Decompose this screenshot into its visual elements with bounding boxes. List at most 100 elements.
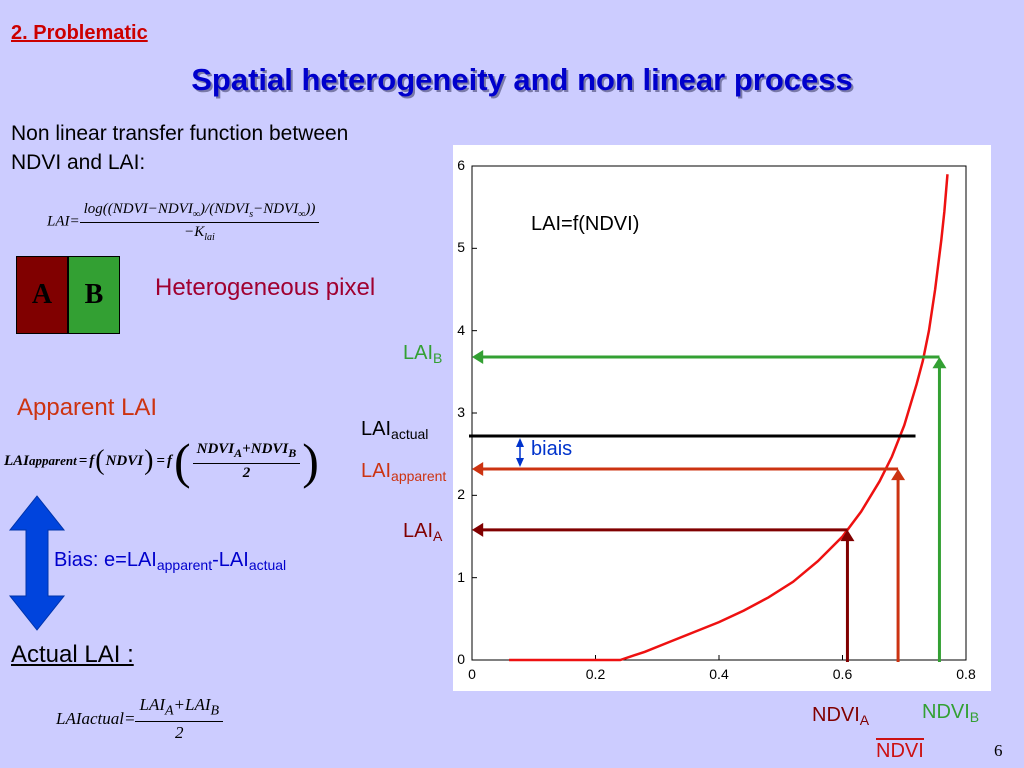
page-number: 6: [994, 741, 1003, 760]
lai-a-up-arrowhead: [840, 529, 855, 542]
x-tick-label: 0.8: [956, 666, 976, 682]
lai-actual-subscript: actual: [391, 426, 429, 442]
equals-1: =: [78, 452, 88, 469]
apparent-lai: LAI: [4, 452, 30, 469]
apparent-lai-title: Apparent LAI: [17, 394, 158, 421]
equals-2: =: [156, 452, 165, 469]
s-sub: s: [249, 209, 254, 220]
x-tick-label: 0: [468, 666, 476, 682]
numerator-part-b: )/(NDVI: [200, 201, 250, 217]
lai-a-text: LAI: [403, 520, 434, 542]
bias-arrow-bottom-head: [516, 457, 524, 467]
chart-area: [453, 145, 991, 691]
lai-b-subscript: B: [433, 350, 443, 366]
infinity-sub-2: ∞: [298, 209, 306, 220]
ndvi-b-sub: B: [288, 445, 297, 460]
actual-lai: LAI: [56, 709, 82, 729]
annotation-lines: [469, 350, 947, 662]
paren-open-2: (: [173, 433, 191, 489]
numerator-part-c: −NDVI: [253, 201, 299, 217]
lai-b-sub: B: [210, 703, 220, 719]
lai-b-label: LAIB: [403, 342, 442, 366]
ndvi-b-symbol: NDVI: [250, 440, 289, 457]
y-tick-label: 5: [457, 239, 465, 256]
apparent-numerator: NDVIA+NDVIB: [192, 440, 301, 464]
x-tick-label: 0.4: [709, 666, 729, 682]
tick-marks: [471, 165, 967, 661]
y-tick-label: 2: [457, 486, 465, 503]
apparent-sub: apparent: [29, 453, 77, 468]
y-tick-label: 3: [457, 404, 465, 420]
numerator-part-d: )): [305, 201, 316, 217]
actual-fraction: LAIA+LAIB 2: [135, 695, 224, 743]
slide-title: Spatial heterogeneity and non linear pro…: [191, 62, 853, 97]
ndvi-a-symbol: NDVI: [196, 440, 235, 457]
ndvi-b-label: NDVIB: [922, 701, 979, 725]
actual-equals: =: [124, 709, 136, 729]
lai-a-label: LAIA: [403, 520, 442, 544]
intro-line-2: NDVI and LAI:: [11, 151, 146, 174]
axes-frame: [471, 165, 967, 661]
bias-sub-apparent: apparent: [156, 557, 213, 573]
transfer-function-curve: [509, 174, 949, 662]
lai-b-symbol: LAI: [185, 695, 211, 714]
lai-formula-lhs: LAI=: [47, 213, 80, 230]
ndvi-a-sub: A: [234, 445, 243, 460]
lai-a-sub: A: [164, 703, 174, 719]
lai-apparent-subscript: apparent: [391, 468, 447, 484]
numerator-part-a: log((NDVI−NDVI: [83, 201, 193, 217]
paren-close-2: ): [302, 433, 319, 489]
double-arrow-icon: [8, 495, 66, 631]
bias-prefix: Bias: e=LAI: [54, 549, 157, 571]
bias-equation: Bias: e=LAIapparent-LAIactual: [54, 549, 286, 573]
pixel-a-box: A: [16, 256, 68, 334]
chart-title: LAI=f(NDVI): [531, 213, 640, 235]
plus-symbol: +: [242, 440, 251, 457]
f-symbol-1: f: [89, 452, 95, 469]
bias-sub-actual: actual: [248, 557, 287, 573]
lai-actual-text: LAI: [361, 418, 392, 440]
heterogeneous-pixel-label: Heterogeneous pixel: [155, 274, 376, 301]
x-tick-label: 0.2: [585, 666, 606, 682]
ndvi-b-subscript: B: [969, 709, 980, 725]
biais-label: biais: [531, 438, 573, 460]
actual-numerator: LAIA+LAIB: [135, 695, 224, 723]
lai-formula-denominator: −Klai: [184, 223, 215, 243]
actual-formula: LAI actual = LAIA+LAIB 2: [56, 695, 224, 743]
intro-text: Non linear transfer function between NDV…: [11, 119, 348, 177]
intro-line-1: Non linear transfer function between: [11, 122, 349, 145]
y-tick-label: 6: [457, 157, 465, 173]
bias-mid: -LAI: [212, 549, 249, 571]
actual-plus: +: [173, 695, 186, 714]
ndvi-a-subscript: A: [859, 712, 870, 728]
ndvi-argument: NDVI: [105, 452, 144, 469]
paren-close-1: ): [144, 445, 154, 476]
apparent-fraction: NDVIA+NDVIB 2: [192, 440, 301, 482]
bias-arrow-top-head: [516, 438, 524, 448]
apparent-denominator: 2: [242, 464, 251, 481]
ndvi-b-text: NDVI: [922, 701, 970, 723]
lai-formula: LAI= log((NDVI−NDVI∞)/(NDVIs−NDVI∞)) −Kl…: [47, 201, 320, 243]
lai-b-up-arrowhead: [932, 357, 947, 369]
lai-sub: lai: [204, 232, 215, 243]
x-tick-label: 0.6: [832, 666, 853, 682]
section-title: 2. Problematic: [11, 22, 148, 44]
ndvi-a-text: NDVI: [812, 704, 860, 726]
infinity-sub-1: ∞: [192, 209, 201, 220]
lai-apparent-label: LAIapparent: [361, 460, 446, 484]
y-tick-label: 4: [457, 321, 465, 338]
actual-denominator: 2: [175, 723, 184, 743]
lai-a-symbol: LAI: [139, 695, 165, 714]
f-symbol-2: f: [166, 452, 172, 469]
denominator-k: −K: [184, 224, 205, 240]
lai-formula-fraction: log((NDVI−NDVI∞)/(NDVIs−NDVI∞)) −Klai: [79, 201, 320, 243]
actual-sub: actual: [81, 709, 125, 729]
y-tick-label: 1: [457, 568, 465, 585]
lai-b-text: LAI: [403, 342, 434, 364]
lai-a-left-arrowhead: [472, 522, 484, 537]
actual-lai-title: Actual LAI :: [11, 641, 134, 668]
lai-a-subscript: A: [433, 528, 443, 544]
pixel-b-box: B: [68, 256, 120, 334]
